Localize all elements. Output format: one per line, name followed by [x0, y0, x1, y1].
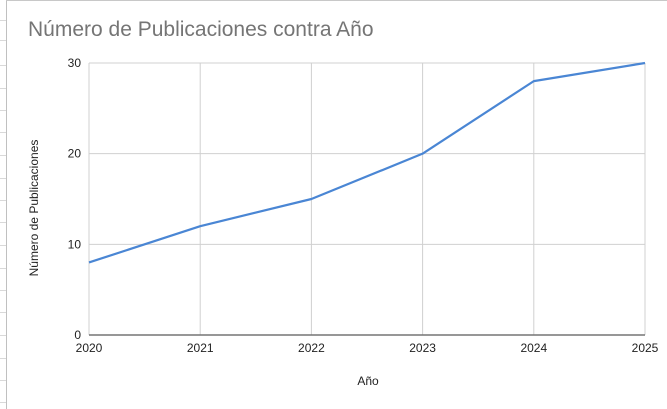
sheet-gridline [0, 245, 6, 246]
sheet-gridline [0, 312, 6, 313]
x-tick-label: 2024 [520, 341, 547, 355]
x-tick-label: 2023 [409, 341, 436, 355]
sheet-gridline [0, 132, 6, 133]
spreadsheet-background [0, 0, 7, 409]
sheet-gridline [0, 268, 6, 269]
sheet-gridline [0, 20, 6, 21]
chart-frame[interactable] [6, 0, 667, 409]
sheet-gridline [0, 40, 6, 41]
x-tick-label: 2025 [632, 341, 659, 355]
chart-title: Número de Publicaciones contra Año [28, 18, 374, 41]
y-tick-label: 20 [68, 147, 82, 161]
sheet-gridline [0, 155, 6, 156]
x-tick-label: 2021 [187, 341, 214, 355]
sheet-gridline [0, 65, 6, 66]
data-line [88, 61, 646, 264]
sheet-gridline [0, 222, 6, 223]
y-tick-label: 30 [68, 56, 82, 70]
y-tick-label: 0 [74, 328, 81, 342]
sheet-gridline [0, 200, 6, 201]
sheet-gridline [0, 402, 6, 403]
sheet-gridline [0, 290, 6, 291]
y-tick-label: 10 [68, 237, 82, 251]
sheet-gridline [0, 178, 6, 179]
sheet-gridline [0, 380, 6, 381]
sheet-gridline [0, 88, 6, 89]
x-axis-label: Año [357, 374, 379, 388]
sheet-gridline [0, 335, 6, 336]
x-tick-label: 2020 [76, 341, 103, 355]
sheet-gridline [0, 358, 6, 359]
x-tick-label: 2022 [298, 341, 325, 355]
sheet-gridline [0, 110, 6, 111]
